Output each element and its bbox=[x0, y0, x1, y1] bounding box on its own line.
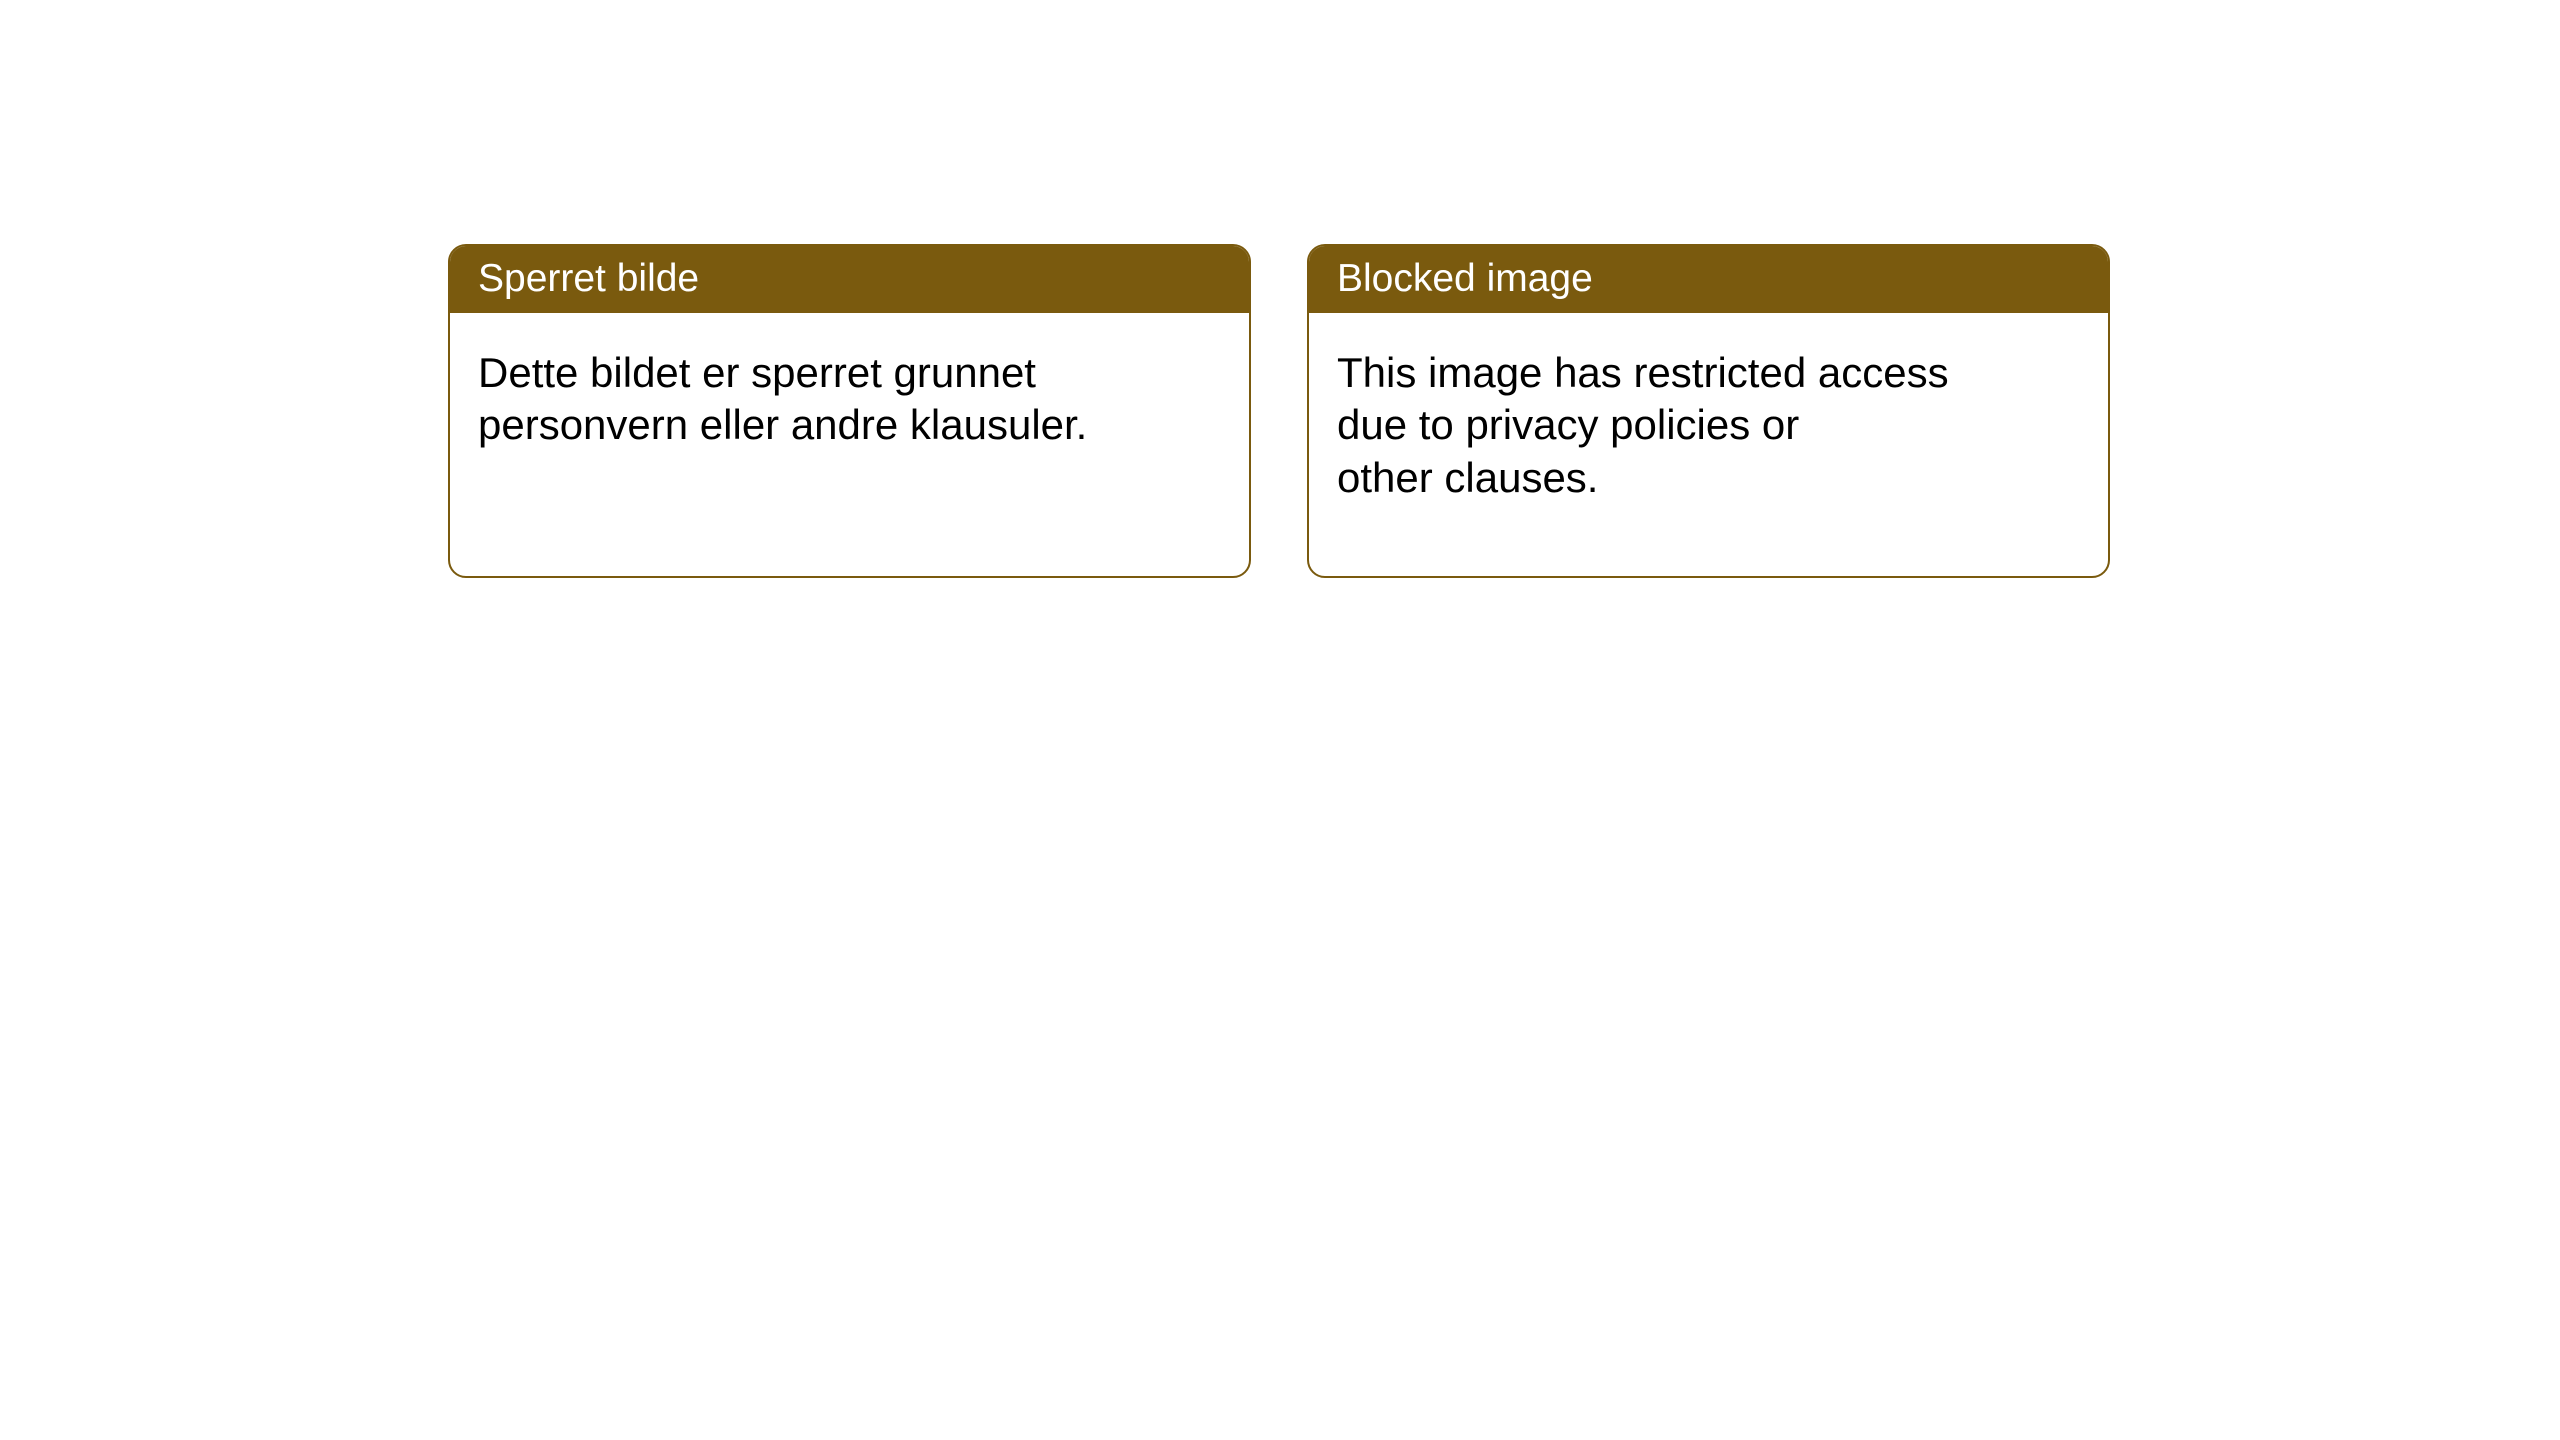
notice-header-english: Blocked image bbox=[1309, 246, 2108, 313]
notice-container: Sperret bilde Dette bildet er sperret gr… bbox=[448, 244, 2110, 578]
notice-body-english: This image has restricted access due to … bbox=[1309, 313, 2009, 539]
notice-card-english: Blocked image This image has restricted … bbox=[1307, 244, 2110, 578]
notice-body-norwegian: Dette bildet er sperret grunnet personve… bbox=[450, 313, 1150, 486]
notice-card-norwegian: Sperret bilde Dette bildet er sperret gr… bbox=[448, 244, 1251, 578]
notice-header-norwegian: Sperret bilde bbox=[450, 246, 1249, 313]
